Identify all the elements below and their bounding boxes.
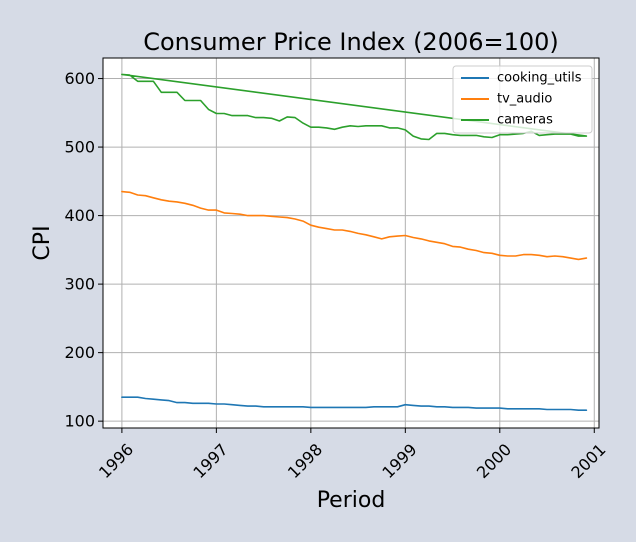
series-line-cameras	[121, 73, 588, 141]
y-tick-label-2: 300	[64, 275, 95, 294]
x-tick-label-5: 2001	[567, 440, 609, 482]
x-tick-label-2: 1998	[284, 440, 326, 482]
series-line-cooking-utils	[121, 396, 588, 412]
y-tick-label-0: 100	[64, 412, 95, 431]
legend-box	[452, 65, 593, 134]
y-axis-label: CPI	[30, 225, 55, 260]
y-tick-label-3: 400	[64, 206, 95, 225]
plot-frame	[102, 57, 600, 429]
y-tick-label-1: 200	[64, 343, 95, 362]
y-tick-label-5: 600	[64, 69, 95, 88]
grid	[103, 58, 599, 428]
x-tick-label-1: 1997	[189, 440, 231, 482]
series-group	[121, 73, 588, 412]
x-axis-label: Period	[317, 488, 386, 513]
series-line-tv-audio	[121, 190, 588, 261]
x-tick-label-0: 1996	[95, 440, 137, 482]
x-tick-label-3: 1999	[378, 440, 420, 482]
legend-label-cooking-utils: cooking_utils	[497, 71, 582, 86]
y-tick-label-4: 500	[64, 138, 95, 157]
x-tick-label-4: 2000	[473, 440, 515, 482]
legend-label-tv-audio: tv_audio	[497, 92, 552, 107]
legend-label-cameras: cameras	[497, 113, 553, 128]
chart-title: Consumer Price Index (2006=100)	[143, 28, 559, 56]
